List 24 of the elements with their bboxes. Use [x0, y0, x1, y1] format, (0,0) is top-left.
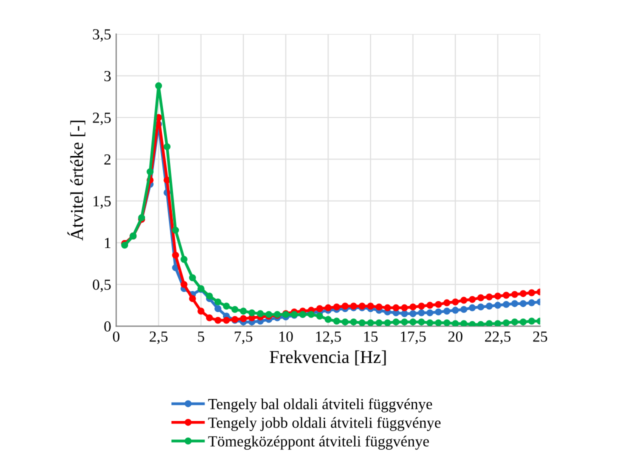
y-tick-label: 1,5 — [94, 196, 111, 209]
y-tick-label: 1 — [105, 238, 110, 248]
y-tick-label: 0 — [104, 321, 111, 332]
y-tick-label: 2 — [104, 154, 110, 165]
legend-label: Tengely jobb oldali átviteli függvénye — [208, 416, 441, 431]
x-tick-label: 5 — [198, 332, 204, 342]
x-axis-title: Frekvencia [Hz] — [270, 350, 386, 366]
y-tick-label: 3,5 — [92, 29, 111, 42]
x-tick-label: 12,5 — [316, 331, 341, 344]
y-axis-title: Átvitel értéke [-] — [67, 120, 86, 241]
legend-label: Tengely bal oldali átviteli függvénye — [208, 398, 432, 412]
x-tick-label: 10 — [279, 331, 293, 342]
x-tick-label: 25 — [533, 331, 548, 342]
x-tick-label: 15 — [364, 332, 378, 342]
x-tick-label: 7,5 — [234, 332, 252, 344]
y-tick-label: 2,5 — [92, 112, 111, 126]
legend-label: Tömegközéppont átviteli függvénye — [208, 436, 429, 450]
y-tick-label: 0,5 — [92, 280, 111, 292]
y-tick-label: 3 — [104, 70, 111, 82]
x-tick-label: 0 — [112, 331, 120, 342]
x-tick-label: 2,5 — [150, 331, 168, 344]
x-tick-label: 20 — [448, 331, 462, 342]
x-tick-label: 22,5 — [485, 331, 511, 344]
x-tick-label: 17,5 — [400, 332, 426, 344]
